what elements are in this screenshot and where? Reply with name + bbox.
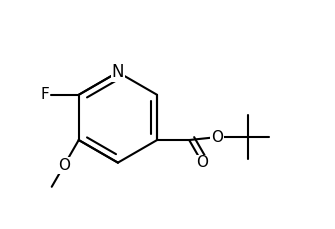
Text: F: F [40,87,49,102]
Text: O: O [58,158,70,173]
Text: O: O [211,130,223,145]
Text: O: O [196,155,208,170]
Text: N: N [112,63,124,81]
